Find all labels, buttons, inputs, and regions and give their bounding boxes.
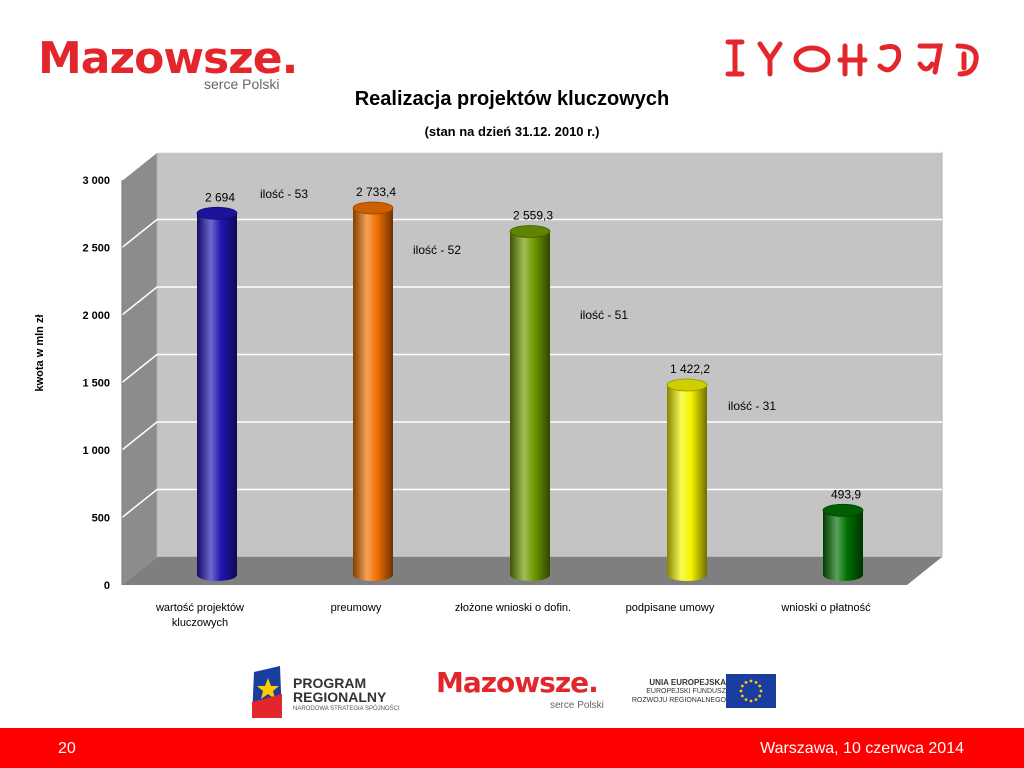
y-tick-label: 2 000 — [82, 310, 110, 322]
eu-line3: ROZWOJU REGIONALNEGO — [631, 697, 726, 704]
chart-subtitle: (stan na dzień 31.12. 2010 r.) — [424, 124, 600, 139]
logo-wordmark: Mazowsze. — [38, 33, 298, 84]
mazowsze-logo: Mazowsze. serce Polski — [38, 34, 298, 94]
bar-top — [196, 206, 238, 220]
value-labels: 2 694 2 733,4 2 559,3 1 422,2 493,9 — [205, 185, 861, 501]
program-line2: REGIONALNY — [293, 689, 387, 705]
count-annotation: ilość - 53 — [260, 187, 308, 201]
y-axis-ticks: 0 500 1 000 1 500 2 000 2 500 3 000 — [82, 175, 110, 592]
value-label: 493,9 — [831, 487, 861, 501]
page-number: 20 — [58, 740, 76, 757]
bar-body — [823, 510, 863, 581]
program-strategy: NARODOWA STRATEGIA SPÓJNOŚCI — [293, 706, 400, 712]
y-tick-label: 2 500 — [82, 243, 110, 255]
value-label: 2 694 — [205, 190, 235, 204]
bar-body — [197, 213, 237, 581]
mazowsze-tagline-small: serce Polski — [550, 700, 604, 711]
value-label: 2 733,4 — [356, 185, 396, 199]
footer-bar: 20 Warszawa, 10 czerwca 2014 — [0, 728, 1024, 768]
y-tick-label: 0 — [104, 580, 110, 592]
category-label: wnioski o płatność — [780, 602, 871, 614]
y-tick-label: 3 000 — [82, 175, 110, 187]
y-axis-label: kwota w mln zł — [34, 314, 46, 392]
bar-top — [509, 225, 551, 238]
value-label: 2 559,3 — [513, 208, 553, 222]
bar-body — [510, 231, 550, 581]
category-label: wartość projektów — [155, 602, 244, 614]
decorative-glyphs-icon — [725, 39, 979, 77]
eu-line2: EUROPEJSKI FUNDUSZ — [646, 688, 726, 695]
category-label: podpisane umowy — [626, 602, 715, 614]
y-tick-label: 1 000 — [82, 445, 110, 457]
chart-bars — [196, 201, 864, 581]
y-tick-label: 500 — [92, 513, 110, 525]
gridline — [121, 151, 942, 181]
gridline — [121, 286, 942, 316]
gridline — [121, 353, 942, 384]
footer-date: Warszawa, 10 czerwca 2014 — [760, 740, 964, 757]
sponsor-logos: PROGRAM REGIONALNY NARODOWA STRATEGIA SP… — [250, 662, 790, 720]
count-annotation: ilość - 52 — [413, 243, 461, 257]
category-label: złożone wnioski o dofin. — [455, 602, 571, 614]
program-regionalny-emblem-icon — [252, 666, 282, 718]
y-tick-label: 1 500 — [82, 378, 110, 390]
value-label: 1 422,2 — [670, 362, 710, 376]
count-annotation: ilość - 31 — [728, 399, 776, 413]
category-label: kluczowych — [172, 617, 228, 629]
gridline — [121, 218, 942, 249]
eu-flag-icon — [726, 674, 776, 708]
annotations: ilość - 53 ilość - 52 ilość - 51 ilość - 31 — [260, 187, 776, 413]
bar-top — [352, 201, 394, 215]
chart-title: Realizacja projektów kluczowych — [354, 88, 670, 110]
bar-body — [667, 385, 707, 581]
chart-grid — [121, 151, 942, 585]
logo-tagline: serce Polski — [204, 76, 280, 92]
category-label: preumowy — [331, 602, 382, 614]
bar-top — [666, 378, 708, 392]
x-axis-labels: wartość projektów kluczowych preumowy złożo… — [155, 602, 871, 629]
bar-body — [353, 207, 393, 581]
program-line1: PROGRAM — [293, 675, 367, 691]
eu-text: UNIA EUROPEJSKA EUROPEJSKI FUNDUSZ ROZWO… — [630, 678, 726, 705]
mazowsze-logo-small: Mazowsze. — [436, 666, 599, 699]
eu-line1: UNIA EUROPEJSKA — [649, 678, 726, 687]
program-regionalny-text: PROGRAM REGIONALNY — [293, 676, 386, 704]
count-annotation: ilość - 51 — [580, 308, 628, 322]
bar-top — [822, 503, 864, 517]
